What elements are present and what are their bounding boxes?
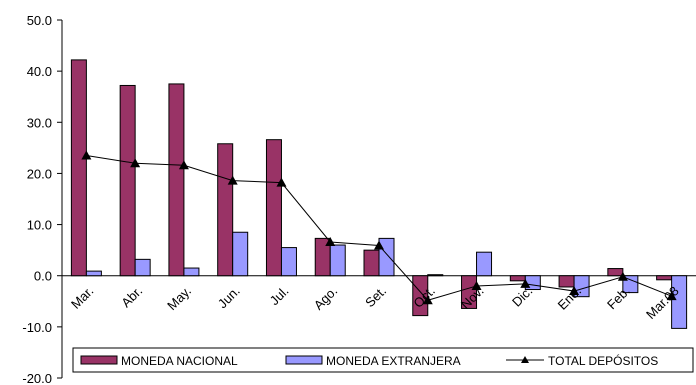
y-tick-label: 0.0 bbox=[34, 269, 52, 284]
y-tick-label: 40.0 bbox=[27, 64, 52, 79]
y-tick-label: 30.0 bbox=[27, 115, 52, 130]
bar-moneda-nacional-11 bbox=[607, 268, 624, 277]
x-tick-label: Set. bbox=[362, 283, 389, 310]
bar-moneda-extranjera-2 bbox=[183, 267, 200, 277]
total-depositos-marker-4 bbox=[276, 177, 287, 187]
x-tick-label: Jul. bbox=[267, 283, 292, 308]
bar-moneda-nacional-2 bbox=[168, 83, 185, 277]
bar-moneda-extranjera-7 bbox=[427, 274, 444, 277]
total-depositos-marker-0 bbox=[81, 150, 92, 160]
total-depositos-marker-2 bbox=[178, 160, 189, 170]
legend-swatch-moneda-nacional bbox=[80, 355, 118, 365]
x-tick-label: Ago. bbox=[311, 283, 341, 313]
x-axis-labels: Mar. Abr. May. Jun. Jul. Ago. Set. Oct. Nov. Dic.… bbox=[68, 283, 682, 322]
bar-moneda-extranjera-5 bbox=[329, 244, 346, 277]
bar-moneda-extranjera-12 bbox=[671, 275, 688, 329]
legend-label-moneda-nacional: MONEDA NACIONAL bbox=[121, 354, 238, 368]
y-tick-label: 20.0 bbox=[27, 166, 52, 181]
total-depositos-marker-12 bbox=[666, 291, 677, 301]
total-depositos-marker-3 bbox=[227, 175, 238, 185]
y-tick-label: -10.0 bbox=[22, 320, 52, 335]
legend-label-total-depositos: TOTAL DEPÓSITOS bbox=[548, 353, 658, 368]
y-tick-label: 10.0 bbox=[27, 218, 52, 233]
y-tick-label: -20.0 bbox=[22, 371, 52, 385]
bar-moneda-nacional-3 bbox=[217, 143, 234, 277]
bar-moneda-nacional-6 bbox=[363, 249, 380, 277]
total-depositos-marker-10 bbox=[569, 286, 580, 296]
legend-swatch-moneda-extranjera bbox=[285, 355, 323, 365]
bar-moneda-extranjera-1 bbox=[134, 258, 151, 277]
bar-moneda-extranjera-6 bbox=[378, 237, 395, 277]
x-tick-label: May. bbox=[164, 283, 194, 313]
bar-moneda-extranjera-0 bbox=[85, 270, 102, 277]
legend-box bbox=[72, 347, 694, 373]
legend: MONEDA NACIONAL MONEDA EXTRANJERA TOTAL … bbox=[72, 347, 694, 373]
bar-moneda-extranjera-4 bbox=[280, 247, 297, 277]
bar-moneda-nacional-12 bbox=[656, 275, 673, 281]
bar-moneda-nacional-0 bbox=[70, 59, 87, 277]
total-line bbox=[81, 150, 677, 305]
legend-marker-total-depositos bbox=[521, 356, 529, 363]
bar-moneda-nacional-1 bbox=[119, 84, 136, 277]
bar-moneda-nacional-9 bbox=[509, 275, 526, 282]
bar-moneda-extranjera-3 bbox=[232, 231, 249, 277]
total-depositos-marker-7 bbox=[422, 295, 433, 305]
x-tick-label: Mar. bbox=[68, 283, 96, 311]
total-depositos-marker-1 bbox=[130, 158, 141, 168]
bar-moneda-extranjera-8 bbox=[476, 251, 493, 277]
total-depositos-marker-8 bbox=[471, 280, 482, 290]
bar-moneda-nacional-8 bbox=[461, 275, 478, 309]
total-depositos-marker-9 bbox=[520, 278, 531, 288]
y-tick-label: 50.0 bbox=[27, 13, 52, 28]
x-tick-label: Jun. bbox=[215, 283, 243, 311]
total-depositos-marker-11 bbox=[617, 271, 628, 281]
total-depositos-marker-5 bbox=[325, 236, 336, 246]
total-depositos-marker-6 bbox=[374, 240, 384, 250]
x-tick-label: Abr. bbox=[118, 283, 145, 310]
bar-moneda-nacional-4 bbox=[265, 139, 282, 277]
legend-label-moneda-extranjera: MONEDA EXTRANJERA bbox=[326, 354, 461, 368]
